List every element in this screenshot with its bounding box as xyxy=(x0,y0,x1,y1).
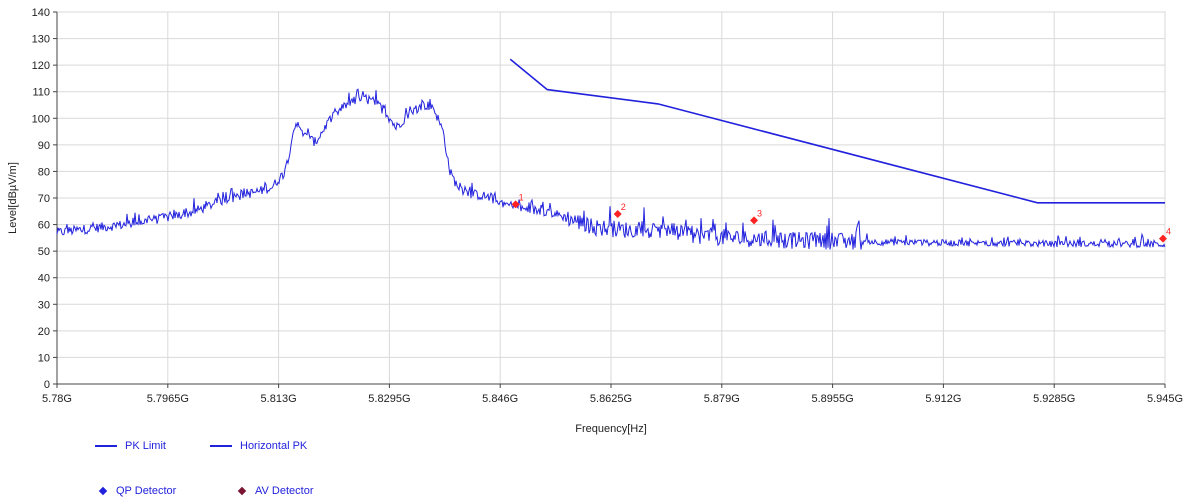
y-tick-label: 120 xyxy=(32,60,50,72)
x-tick-label: 5.8955G xyxy=(811,393,853,405)
marker-layer: 1 2 3 4 xyxy=(511,192,1171,243)
legend-item-av-detector: AV Detector xyxy=(233,485,314,497)
pk-limit-swatch xyxy=(95,445,117,447)
x-tick-label: 5.8295G xyxy=(368,393,410,405)
x-tick-label: 5.8625G xyxy=(590,393,632,405)
x-tick-label: 5.813G xyxy=(261,393,297,405)
x-axis-ticks: 5.78G 5.7965G 5.813G 5.8295G 5.846G 5.8625G 5.… xyxy=(42,384,1183,405)
x-tick-label: 5.7965G xyxy=(147,393,189,405)
x-tick-label: 5.912G xyxy=(925,393,961,405)
x-tick-label: 5.9285G xyxy=(1033,393,1075,405)
x-tick-label: 5.846G xyxy=(482,393,518,405)
series-layer xyxy=(56,58,1166,250)
y-tick-label: 140 xyxy=(32,7,50,19)
marker-point xyxy=(511,200,520,209)
legend-label-qp-detector: QP Detector xyxy=(116,485,177,497)
y-tick-label: 20 xyxy=(38,326,50,338)
y-tick-label: 30 xyxy=(38,299,50,311)
marker-point xyxy=(1158,234,1167,243)
series-line-pk-limit xyxy=(509,58,1165,204)
y-axis-ticks: 0 10 20 30 40 50 60 70 80 90 100 110 120 130 140 xyxy=(32,7,57,391)
av-detector-diamond-icon xyxy=(237,486,247,496)
y-tick-label: 70 xyxy=(38,193,50,205)
y-tick-label: 40 xyxy=(38,273,50,285)
marker-point xyxy=(750,216,759,225)
y-tick-label: 50 xyxy=(38,246,50,258)
grid xyxy=(56,11,1166,385)
legend-label-av-detector: AV Detector xyxy=(255,485,314,497)
y-axis-title: Level[dBµV/m] xyxy=(7,162,19,234)
x-tick-label: 5.78G xyxy=(42,393,72,405)
legend-item-pk-limit: PK Limit xyxy=(95,440,166,452)
x-tick-label: 5.945G xyxy=(1147,393,1183,405)
horizontal-pk-swatch xyxy=(210,445,232,447)
marker-label: 2 xyxy=(621,202,626,212)
legend-item-qp-detector: QP Detector xyxy=(94,485,176,497)
y-tick-label: 110 xyxy=(32,87,50,99)
legend-label-horizontal-pk: Horizontal PK xyxy=(240,440,308,452)
x-axis-title: Frequency[Hz] xyxy=(575,423,647,435)
y-tick-label: 10 xyxy=(38,352,50,364)
marker-label: 3 xyxy=(757,208,762,218)
y-tick-label: 100 xyxy=(32,113,50,125)
series-line-horizontal-pk xyxy=(56,88,1166,250)
y-tick-label: 130 xyxy=(32,34,50,46)
y-tick-label: 80 xyxy=(38,166,50,178)
y-tick-label: 0 xyxy=(44,379,50,391)
x-tick-label: 5.879G xyxy=(704,393,740,405)
y-tick-label: 60 xyxy=(38,220,50,232)
legend-label-pk-limit: PK Limit xyxy=(125,440,166,452)
qp-detector-diamond-icon xyxy=(98,486,108,496)
y-tick-label: 90 xyxy=(38,140,50,152)
marker-label: 1 xyxy=(519,192,524,202)
legend-item-horizontal-pk: Horizontal PK xyxy=(210,440,307,452)
marker-point xyxy=(613,209,622,218)
marker-label: 4 xyxy=(1166,227,1171,237)
